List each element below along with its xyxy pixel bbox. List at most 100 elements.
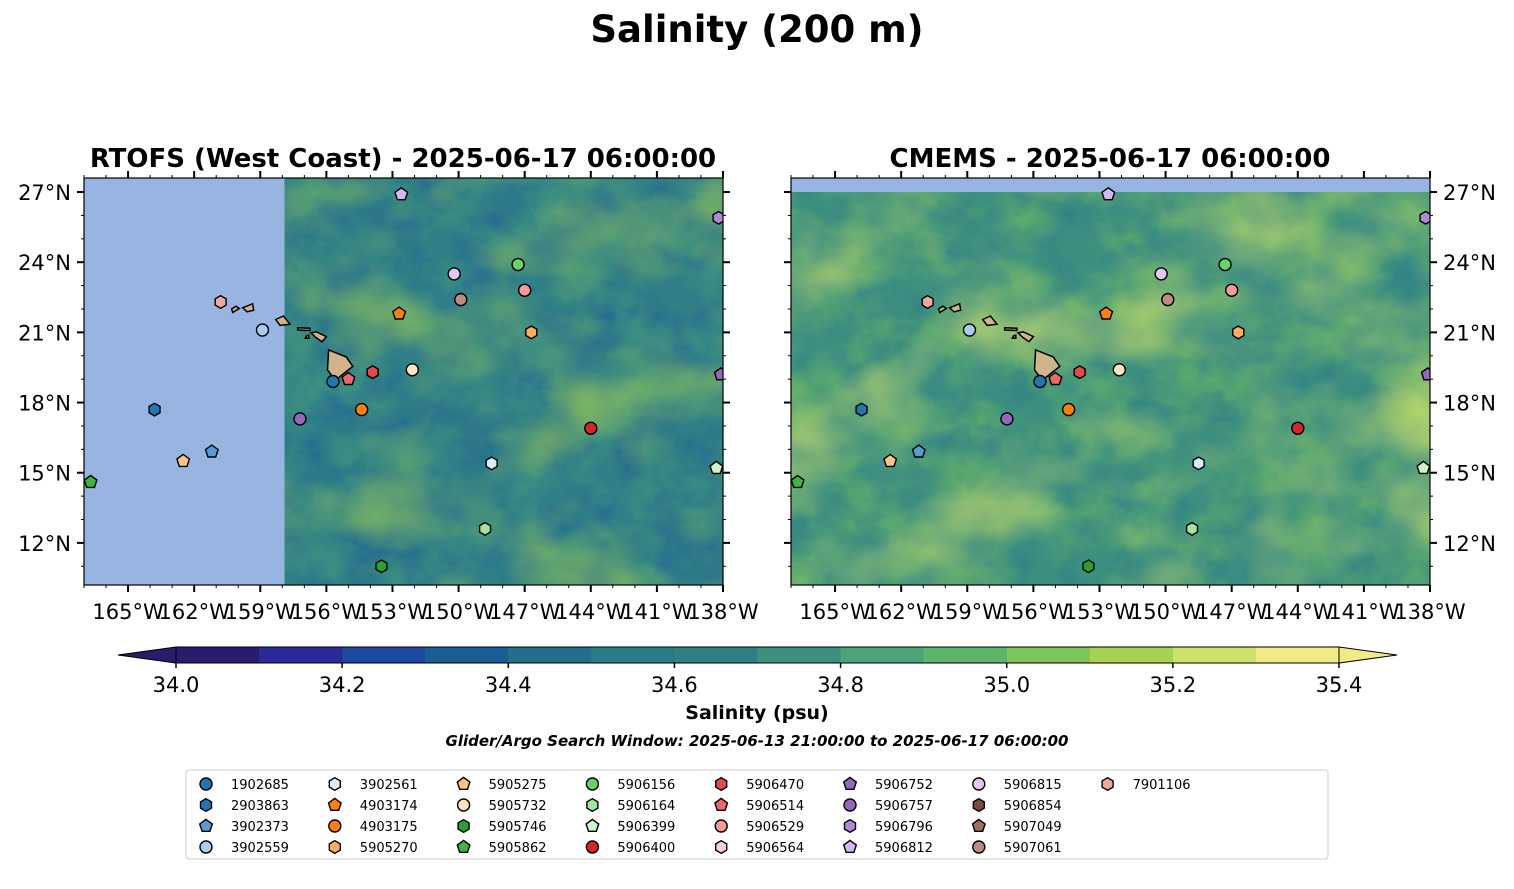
legend-marker-5907049 bbox=[971, 818, 986, 832]
legend-marker-5905746 bbox=[457, 818, 470, 834]
legend-marker-5906796 bbox=[843, 818, 857, 834]
x-tick-label: 138°W bbox=[687, 600, 759, 624]
legend-label: 5906399 bbox=[617, 820, 675, 835]
float-3902373 bbox=[204, 444, 219, 458]
colorbar-label: Salinity (psu) bbox=[685, 702, 828, 724]
float-4903175 bbox=[1061, 402, 1076, 417]
float-5906796 bbox=[712, 210, 723, 225]
float-5905275 bbox=[883, 453, 898, 468]
panel-rtofs: RTOFS (West Coast) - 2025-06-17 06:00:00… bbox=[18, 144, 759, 624]
legend-marker-5905732 bbox=[456, 798, 471, 812]
colorbar-tick-label: 34.8 bbox=[817, 673, 864, 697]
legend-label: 5905732 bbox=[489, 799, 547, 814]
y-tick-label: 21°N bbox=[18, 321, 71, 345]
legend-marker-3902559 bbox=[199, 840, 213, 854]
figure-title: Salinity (200 m) bbox=[590, 8, 923, 51]
float-5905862 bbox=[791, 474, 805, 489]
x-tick-label: 153°W bbox=[1064, 600, 1136, 624]
legend-label: 5906470 bbox=[746, 778, 804, 793]
x-tick-label: 147°W bbox=[1196, 600, 1268, 624]
colorbar: 34.0 34.2 34.4 34.6 34.8 35.0 35.2 35.4 bbox=[117, 646, 1398, 697]
legend-entry: 7901106 bbox=[1101, 776, 1191, 793]
float-3902561 bbox=[485, 456, 498, 471]
legend-label: 5906815 bbox=[1004, 778, 1062, 793]
legend-label: 3902373 bbox=[231, 820, 289, 835]
y-tick-label: 18°N bbox=[1443, 392, 1496, 416]
legend-entry: 5907061 bbox=[972, 840, 1062, 856]
colorbar-segment bbox=[1089, 647, 1174, 663]
float-7901106 bbox=[921, 294, 934, 310]
y-tick-label: 27°N bbox=[1443, 181, 1496, 205]
x-tick-label: 153°W bbox=[357, 600, 429, 624]
legend-label: 5906564 bbox=[746, 841, 804, 856]
float-5906752 bbox=[713, 367, 723, 381]
float-5905746 bbox=[1082, 559, 1095, 574]
float-1902685 bbox=[1033, 374, 1047, 389]
x-tick-label: 141°W bbox=[621, 600, 693, 624]
legend-entry: 5906164 bbox=[586, 797, 675, 814]
legend-marker-5906757 bbox=[843, 798, 857, 812]
legend-label: 2903863 bbox=[231, 799, 289, 814]
legend-entry: 2903863 bbox=[199, 797, 289, 814]
float-3902559 bbox=[255, 323, 270, 337]
legend-label: 5906854 bbox=[1004, 799, 1062, 814]
legend-label: 5906796 bbox=[875, 820, 933, 835]
panel-cmems: CMEMS - 2025-06-17 06:00:00 165°W162°W15… bbox=[784, 144, 1496, 624]
x-tick-label: 138°W bbox=[1394, 600, 1466, 624]
colorbar-tick-label: 35.4 bbox=[1316, 673, 1363, 697]
legend-marker-4903175 bbox=[328, 819, 342, 833]
legend-entry: 5906156 bbox=[585, 777, 675, 793]
float-5906470 bbox=[366, 364, 379, 380]
legend-label: 5906156 bbox=[617, 778, 675, 793]
legend-label: 5905270 bbox=[360, 841, 418, 856]
float-2903863 bbox=[855, 402, 868, 417]
land bbox=[937, 302, 1061, 382]
float-legend: 1902685 2903863 3902373 3902559 3902561 49031… bbox=[185, 769, 1329, 860]
colorbar-segment bbox=[840, 647, 925, 663]
y-tick-label: 12°N bbox=[18, 532, 71, 556]
map-frame bbox=[790, 177, 1431, 586]
x-tick-label: 147°W bbox=[489, 600, 561, 624]
colorbar-segment bbox=[1172, 647, 1257, 663]
float-5906514 bbox=[341, 371, 356, 386]
y-tick-label: 24°N bbox=[18, 251, 71, 275]
legend-entry: 3902561 bbox=[328, 776, 418, 793]
legend-entry: 5906514 bbox=[714, 797, 804, 814]
legend-entry: 5905270 bbox=[328, 839, 418, 856]
legend-entry: 5906812 bbox=[842, 839, 933, 856]
float-5906757 bbox=[1000, 412, 1014, 426]
legend-label: 5906757 bbox=[875, 799, 933, 814]
legend-label: 5906752 bbox=[875, 778, 933, 793]
hawaiian-islands bbox=[230, 302, 354, 382]
float-5906470 bbox=[1073, 364, 1086, 380]
search-window-note: Glider/Argo Search Window: 2025-06-13 21… bbox=[446, 732, 1069, 750]
colorbar-tick-label: 34.0 bbox=[153, 673, 200, 697]
colorbar-segment bbox=[259, 647, 343, 663]
x-tick-label: 156°W bbox=[291, 600, 363, 624]
float-3902561 bbox=[1192, 456, 1205, 471]
legend-entry: 5906757 bbox=[843, 798, 933, 814]
float-5907061 bbox=[454, 292, 468, 307]
float-5905746 bbox=[375, 559, 388, 574]
salinity-field bbox=[284, 178, 723, 585]
y-tick-label: 27°N bbox=[18, 181, 71, 205]
legend-marker-5906854 bbox=[972, 797, 985, 813]
legend-entry: 5906796 bbox=[843, 818, 933, 835]
float-5906815 bbox=[447, 267, 461, 281]
float-2903863 bbox=[148, 402, 161, 417]
colorbar-tick-label: 34.2 bbox=[319, 673, 366, 697]
legend-label: 5905862 bbox=[489, 841, 547, 856]
legend-entry: 4903175 bbox=[328, 819, 418, 835]
float-5906164 bbox=[478, 521, 492, 537]
y-tick-label: 24°N bbox=[1443, 251, 1496, 275]
float-5905862 bbox=[84, 474, 98, 489]
y-tick-label: 15°N bbox=[1443, 462, 1496, 486]
legend-label: 3902561 bbox=[360, 778, 418, 793]
colorbar-tick-label: 34.4 bbox=[485, 673, 532, 697]
float-4903174 bbox=[1098, 306, 1114, 320]
x-tick-label: 165°W bbox=[92, 600, 164, 624]
float-3902559 bbox=[962, 323, 977, 337]
legend-label: 5907061 bbox=[1004, 841, 1062, 856]
map-ticks: 165°W162°W159°W156°W153°W150°W147°W144°W… bbox=[784, 171, 1496, 624]
legend-label: 4903174 bbox=[360, 799, 418, 814]
